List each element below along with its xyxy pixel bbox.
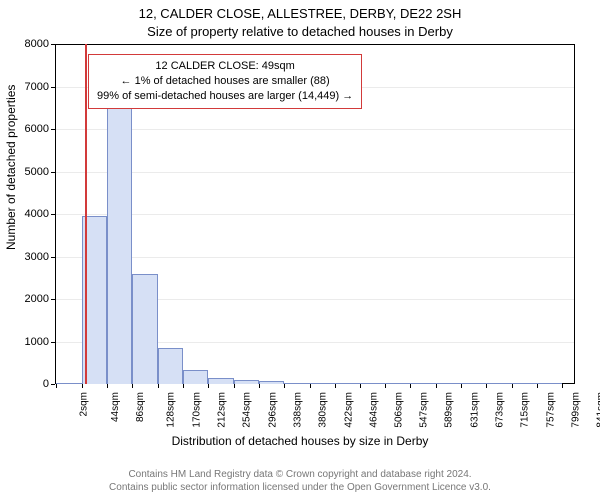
histogram-bar [234,380,259,384]
xtick-mark [562,384,563,388]
histogram-bar [410,383,435,384]
histogram-bar [259,381,284,384]
xtick-mark [234,384,235,388]
xtick-mark [208,384,209,388]
xtick-label: 422sqm [343,392,354,428]
xtick-mark [461,384,462,388]
histogram-bar [107,95,132,384]
xtick-mark [132,384,133,388]
ytick-mark [51,299,55,300]
xtick-mark [486,384,487,388]
histogram-bar [436,383,461,384]
footer-line1: Contains HM Land Registry data © Crown c… [0,468,600,481]
xtick-mark [360,384,361,388]
ytick-label: 4000 [25,208,49,220]
xtick-label: 841sqm [596,392,600,428]
xtick-label: 44sqm [110,392,121,422]
histogram-bar [512,383,537,384]
xtick-mark [512,384,513,388]
gridline [55,257,575,258]
x-axis-label: Distribution of detached houses by size … [0,434,600,448]
histogram-bar [335,383,360,384]
ytick-label: 2000 [25,293,49,305]
xtick-mark [310,384,311,388]
xtick-label: 547sqm [419,392,430,428]
histogram-bar [284,383,309,384]
xtick-mark [410,384,411,388]
xtick-mark [158,384,159,388]
ytick-mark [51,44,55,45]
ytick-mark [51,129,55,130]
xtick-label: 673sqm [495,392,506,428]
ytick-mark [51,342,55,343]
xtick-mark [183,384,184,388]
ytick-mark [51,384,55,385]
xtick-label: 254sqm [242,392,253,428]
xtick-label: 170sqm [191,392,202,428]
gridline [55,214,575,215]
xtick-mark [107,384,108,388]
ytick-label: 1000 [25,336,49,348]
xtick-mark [259,384,260,388]
ytick-mark [51,257,55,258]
callout-line: 99% of semi-detached houses are larger (… [97,89,353,104]
xtick-label: 86sqm [135,392,146,422]
xtick-label: 380sqm [318,392,329,428]
xtick-label: 506sqm [394,392,405,428]
histogram-bar [385,383,410,384]
ytick-label: 0 [43,378,49,390]
ytick-mark [51,87,55,88]
gridline [55,129,575,130]
histogram-bar [310,383,335,384]
histogram-bar [56,383,81,384]
histogram-bar [158,348,183,384]
xtick-label: 212sqm [216,392,227,428]
xtick-label: 631sqm [469,392,480,428]
histogram-bar [132,274,157,385]
footer-line2: Contains public sector information licen… [0,481,600,494]
xtick-label: 128sqm [166,392,177,428]
ytick-label: 3000 [25,251,49,263]
xtick-label: 799sqm [571,392,582,428]
xtick-label: 2sqm [79,392,90,416]
chart-container: 12, CALDER CLOSE, ALLESTREE, DERBY, DE22… [0,0,600,500]
xtick-label: 464sqm [368,392,379,428]
xtick-label: 338sqm [292,392,303,428]
ytick-label: 6000 [25,123,49,135]
callout-line: ← 1% of detached houses are smaller (88) [97,74,353,89]
callout-line: 12 CALDER CLOSE: 49sqm [97,59,353,74]
ytick-mark [51,172,55,173]
histogram-bar [461,383,486,384]
xtick-mark [82,384,83,388]
reference-line [85,44,87,384]
callout-box: 12 CALDER CLOSE: 49sqm← 1% of detached h… [88,54,362,109]
xtick-mark [56,384,57,388]
histogram-bar [486,383,511,384]
xtick-label: 715sqm [520,392,531,428]
xtick-label: 589sqm [444,392,455,428]
ytick-mark [51,214,55,215]
histogram-bar [183,370,208,384]
gridline [55,172,575,173]
xtick-label: 757sqm [545,392,556,428]
chart-title-line2: Size of property relative to detached ho… [0,24,600,39]
xtick-mark [385,384,386,388]
chart-footer: Contains HM Land Registry data © Crown c… [0,468,600,494]
xtick-mark [335,384,336,388]
xtick-mark [284,384,285,388]
ytick-label: 8000 [25,38,49,50]
histogram-bar [208,378,233,384]
xtick-label: 296sqm [267,392,278,428]
chart-title-line1: 12, CALDER CLOSE, ALLESTREE, DERBY, DE22… [0,6,600,21]
xtick-mark [537,384,538,388]
histogram-bar [537,383,562,384]
histogram-bar [360,383,385,384]
ytick-label: 5000 [25,166,49,178]
ytick-label: 7000 [25,81,49,93]
y-axis-label: Number of detached properties [4,85,18,250]
xtick-mark [436,384,437,388]
